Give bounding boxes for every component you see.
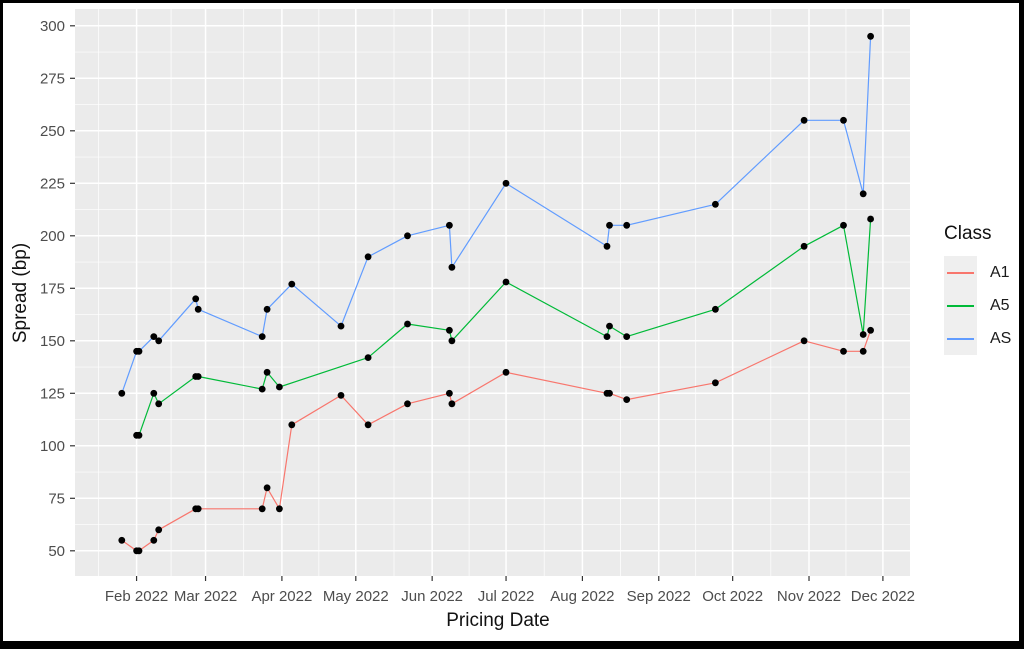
legend-line-swatch-a5 (947, 304, 974, 307)
plot-panel (75, 9, 910, 576)
frame-border-top (0, 0, 1024, 3)
legend-key-a1 (944, 256, 977, 289)
legend-line-swatch-a1 (947, 271, 974, 274)
svg-text:Jul 2022: Jul 2022 (478, 588, 535, 605)
svg-text:Mar 2022: Mar 2022 (174, 588, 237, 605)
legend-label-as: AS (990, 329, 1012, 347)
legend-entry-as: AS (944, 322, 1024, 355)
series-points-a1 (118, 326, 874, 555)
svg-text:Feb 2022: Feb 2022 (105, 588, 168, 605)
svg-text:225: 225 (40, 175, 65, 192)
svg-text:May 2022: May 2022 (323, 588, 389, 605)
legend-entry-a1: A1 (944, 256, 1024, 289)
legend-key-a5 (944, 289, 977, 322)
svg-text:Dec 2022: Dec 2022 (851, 588, 915, 605)
frame-border-right (1019, 0, 1024, 649)
legend-label-a5: A5 (990, 296, 1010, 314)
series-points-as (118, 32, 874, 397)
series-line-a5 (136, 218, 872, 436)
svg-text:175: 175 (40, 280, 65, 297)
gridlines (75, 9, 910, 576)
x-axis-title: Pricing Date (446, 610, 550, 631)
svg-text:125: 125 (40, 385, 65, 402)
svg-text:Sep 2022: Sep 2022 (627, 588, 691, 605)
legend: Class A1 A5 AS (944, 223, 1024, 355)
svg-text:Apr 2022: Apr 2022 (251, 588, 312, 605)
svg-text:Nov 2022: Nov 2022 (777, 588, 841, 605)
y-axis-title: Spread (bp) (10, 242, 31, 344)
svg-text:50: 50 (48, 543, 65, 560)
legend-label-a1: A1 (990, 263, 1010, 281)
axes: 50 75 100 125 150 175 200 225 250 275 300 Feb 2022 M… (40, 18, 915, 605)
frame-border-left (0, 0, 3, 649)
svg-text:250: 250 (40, 123, 65, 140)
svg-text:100: 100 (40, 438, 65, 455)
legend-key-as (944, 322, 977, 355)
svg-text:75: 75 (48, 490, 65, 507)
series-points-a5 (133, 215, 874, 439)
svg-text:Oct 2022: Oct 2022 (702, 588, 763, 605)
svg-text:Jun 2022: Jun 2022 (401, 588, 463, 605)
legend-line-swatch-as (947, 337, 974, 340)
svg-text:Aug 2022: Aug 2022 (550, 588, 614, 605)
legend-entry-a5: A5 (944, 289, 1024, 322)
svg-text:275: 275 (40, 70, 65, 87)
legend-title: Class (944, 223, 992, 244)
svg-text:150: 150 (40, 333, 65, 350)
frame-border-bottom (0, 641, 1024, 649)
svg-text:200: 200 (40, 228, 65, 245)
svg-text:300: 300 (40, 18, 65, 35)
